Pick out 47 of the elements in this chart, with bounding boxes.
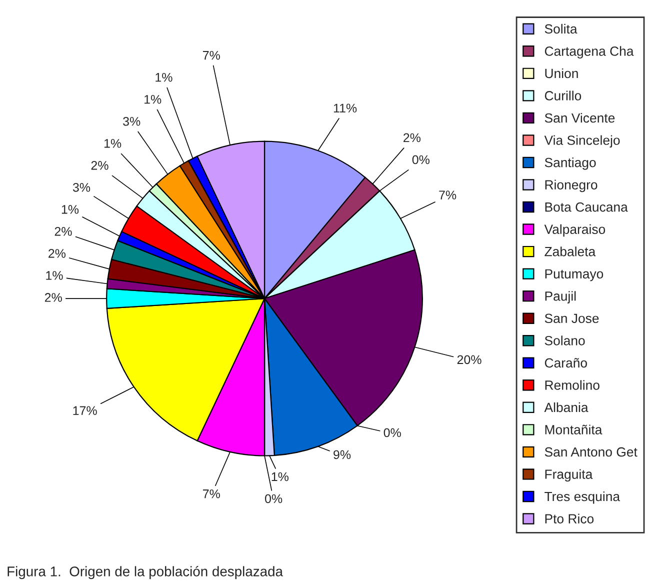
data-label: 7% [202, 489, 220, 498]
legend-label: Solano [544, 336, 585, 346]
data-label: 1% [62, 205, 79, 214]
data-label: 7% [439, 190, 456, 200]
data-label: 20% [457, 355, 482, 364]
data-label: 3% [72, 182, 90, 192]
legend-label: Santiago [544, 158, 596, 170]
data-label: 2% [44, 293, 62, 302]
legend-label: Caraño [544, 358, 587, 368]
data-label: 1% [156, 72, 172, 82]
legend-label: Tres esquina [544, 491, 620, 504]
data-label: 2% [48, 249, 66, 258]
text: 0% [384, 428, 401, 438]
legend-label: Solita [544, 24, 578, 34]
data-label: 17% [73, 406, 97, 415]
data-label: 3% [123, 116, 140, 126]
data-label: 1% [46, 271, 63, 280]
legend-label: San Jose [544, 314, 599, 324]
legend-label: San Antono Get [544, 447, 638, 457]
legend-label: San Vicente [544, 112, 615, 123]
data-label: 7% [202, 50, 220, 60]
text: 0% [265, 494, 282, 504]
data-label: 2% [404, 133, 421, 142]
legend-label: Curillo [544, 90, 582, 100]
legend-label: Putumayo [545, 269, 604, 282]
legend-label: Valparaiso [544, 224, 606, 237]
legend-label: Zabaleta [544, 246, 596, 256]
data-label: 1% [272, 472, 288, 482]
data-label: 11% [334, 104, 357, 112]
legend-label: Rionegro [545, 180, 598, 192]
data-label: 9% [334, 450, 351, 460]
legend-label: Paujil [545, 291, 576, 304]
legend-label: Union [545, 68, 578, 78]
legend-label: Via Sincelejo [544, 135, 620, 148]
legend-label: Montañita [545, 424, 602, 434]
legend-label: Cartagena Cha [544, 46, 634, 58]
text: Figura 1. Origen de la población desplazada [8, 566, 283, 580]
legend-label: Remolino [545, 380, 600, 390]
data-label: 2% [54, 227, 72, 236]
data-label: 2% [91, 160, 108, 170]
legend-label: Pto Rico [545, 514, 594, 524]
legend-label: Fraguita [545, 469, 593, 482]
legend-label: Albania [544, 402, 588, 412]
data-label: 1% [144, 94, 162, 104]
legend-label: Bota Caucana [545, 202, 628, 212]
data-label: 1% [104, 139, 122, 148]
text: 0% [412, 155, 430, 164]
